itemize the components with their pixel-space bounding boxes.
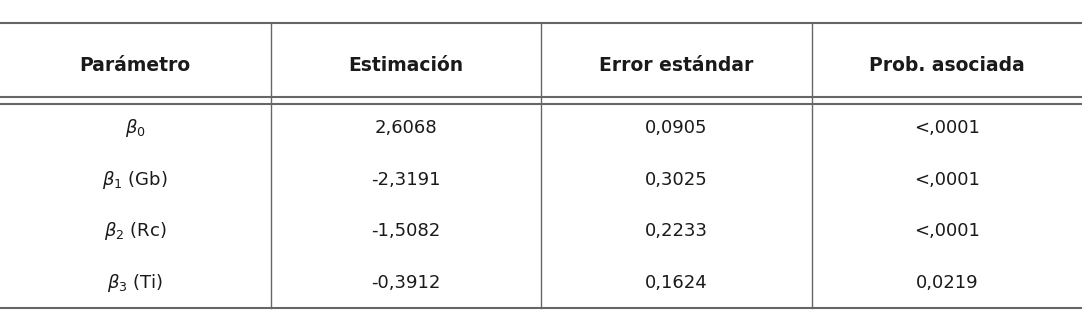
Text: Prob. asociada: Prob. asociada (869, 56, 1025, 75)
Text: $\beta_0$: $\beta_0$ (124, 117, 146, 139)
Text: <,0001: <,0001 (914, 119, 979, 138)
Text: $\beta_1$ (Gb): $\beta_1$ (Gb) (103, 169, 168, 191)
Text: Error estándar: Error estándar (599, 56, 753, 75)
Text: <,0001: <,0001 (914, 222, 979, 240)
Text: 0,2233: 0,2233 (645, 222, 708, 240)
Text: <,0001: <,0001 (914, 171, 979, 189)
Text: 0,3025: 0,3025 (645, 171, 708, 189)
Text: -2,3191: -2,3191 (371, 171, 440, 189)
Text: Parámetro: Parámetro (80, 56, 190, 75)
Text: -0,3912: -0,3912 (371, 273, 440, 292)
Text: 2,6068: 2,6068 (374, 119, 437, 138)
Text: 0,1624: 0,1624 (645, 273, 708, 292)
Text: $\beta_2$ (Rc): $\beta_2$ (Rc) (104, 220, 167, 242)
Text: $\beta_3$ (Ti): $\beta_3$ (Ti) (107, 272, 163, 294)
Text: -1,5082: -1,5082 (371, 222, 440, 240)
Text: 0,0905: 0,0905 (645, 119, 708, 138)
Text: Estimación: Estimación (348, 56, 463, 75)
Text: 0,0219: 0,0219 (915, 273, 978, 292)
